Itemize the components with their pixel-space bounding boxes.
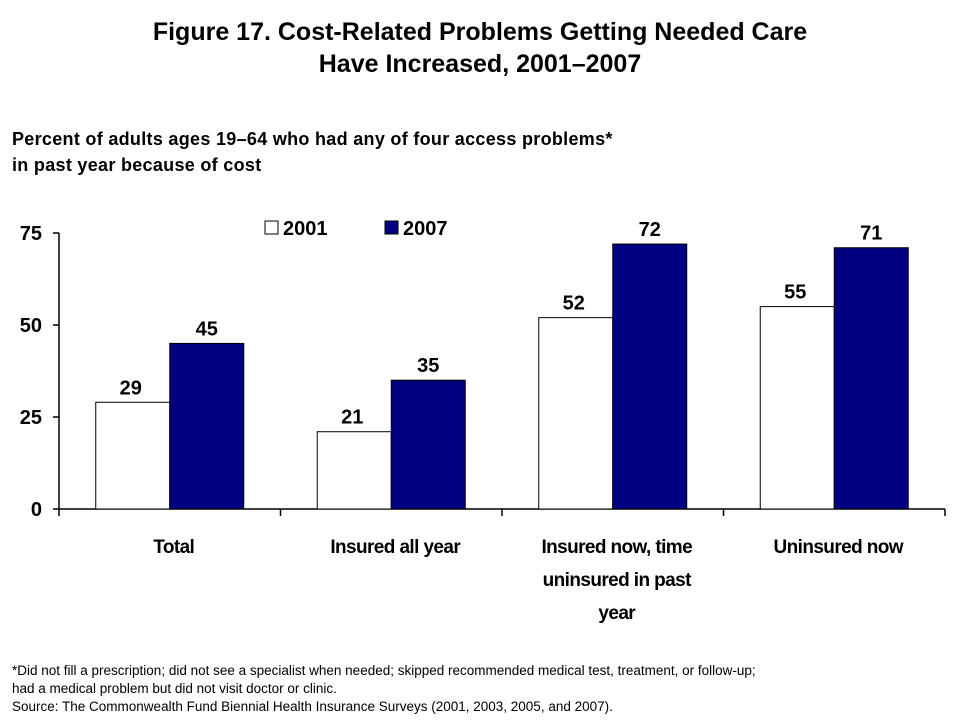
data-label-2007: 45 [196, 318, 218, 340]
source-line: Source: The Commonwealth Fund Biennial H… [12, 699, 613, 714]
x-tick-label: Uninsured now [774, 537, 904, 558]
x-tick-label: Total [153, 537, 194, 558]
legend-swatch-2001 [264, 220, 279, 235]
x-tick-label: Insured all year [330, 537, 461, 558]
y-tick-label: 75 [20, 223, 42, 245]
bar-2007 [833, 247, 909, 510]
legend-label-2001: 2001 [283, 218, 328, 240]
bar-2001 [316, 431, 392, 510]
legend-swatch-2007 [384, 220, 399, 235]
bar-2001 [538, 317, 614, 510]
y-tick-label: 0 [31, 499, 42, 521]
data-label-2007: 35 [417, 355, 439, 377]
bar-2007 [390, 379, 466, 510]
y-tick-label: 50 [20, 315, 42, 337]
bar-2001 [759, 306, 835, 510]
chart-subtitle-line-1: Percent of adults ages 19–64 who had any… [12, 129, 613, 149]
chart-title: Figure 17. Cost-Related Problems Getting… [60, 16, 900, 80]
data-label-2001: 21 [341, 407, 363, 429]
legend-label-2007: 2007 [403, 218, 448, 240]
footnote-line-2: had a medical problem but did not visit … [12, 681, 337, 696]
chart-subtitle-line-2: in past year because of cost [12, 155, 262, 175]
data-label-2007: 71 [860, 223, 882, 245]
bar-2007 [169, 342, 245, 510]
footnote-line-1: *Did not fill a prescription; did not se… [12, 663, 756, 678]
chart-subtitle: Percent of adults ages 19–64 who had any… [12, 126, 912, 178]
x-tick-label: year [598, 603, 636, 624]
footnote: *Did not fill a prescription; did not se… [12, 662, 952, 716]
bar-2001 [95, 401, 171, 510]
data-label-2007: 72 [639, 219, 661, 241]
chart-title-line-2: Have Increased, 2001–2007 [318, 50, 642, 78]
data-label-2001: 52 [563, 293, 585, 315]
chart-title-line-1: Figure 17. Cost-Related Problems Getting… [152, 18, 808, 46]
data-label-2001: 29 [120, 377, 142, 399]
y-tick-label: 25 [20, 407, 42, 429]
x-tick-label: uninsured in past [543, 570, 692, 591]
data-label-2001: 55 [784, 282, 806, 304]
bar-chart: 0 25 50 75 29 45 Total 21 35 Insured all year 52 72… [20, 218, 946, 624]
x-tick-label: Insured now, time [541, 537, 692, 558]
bar-2007 [612, 243, 688, 510]
